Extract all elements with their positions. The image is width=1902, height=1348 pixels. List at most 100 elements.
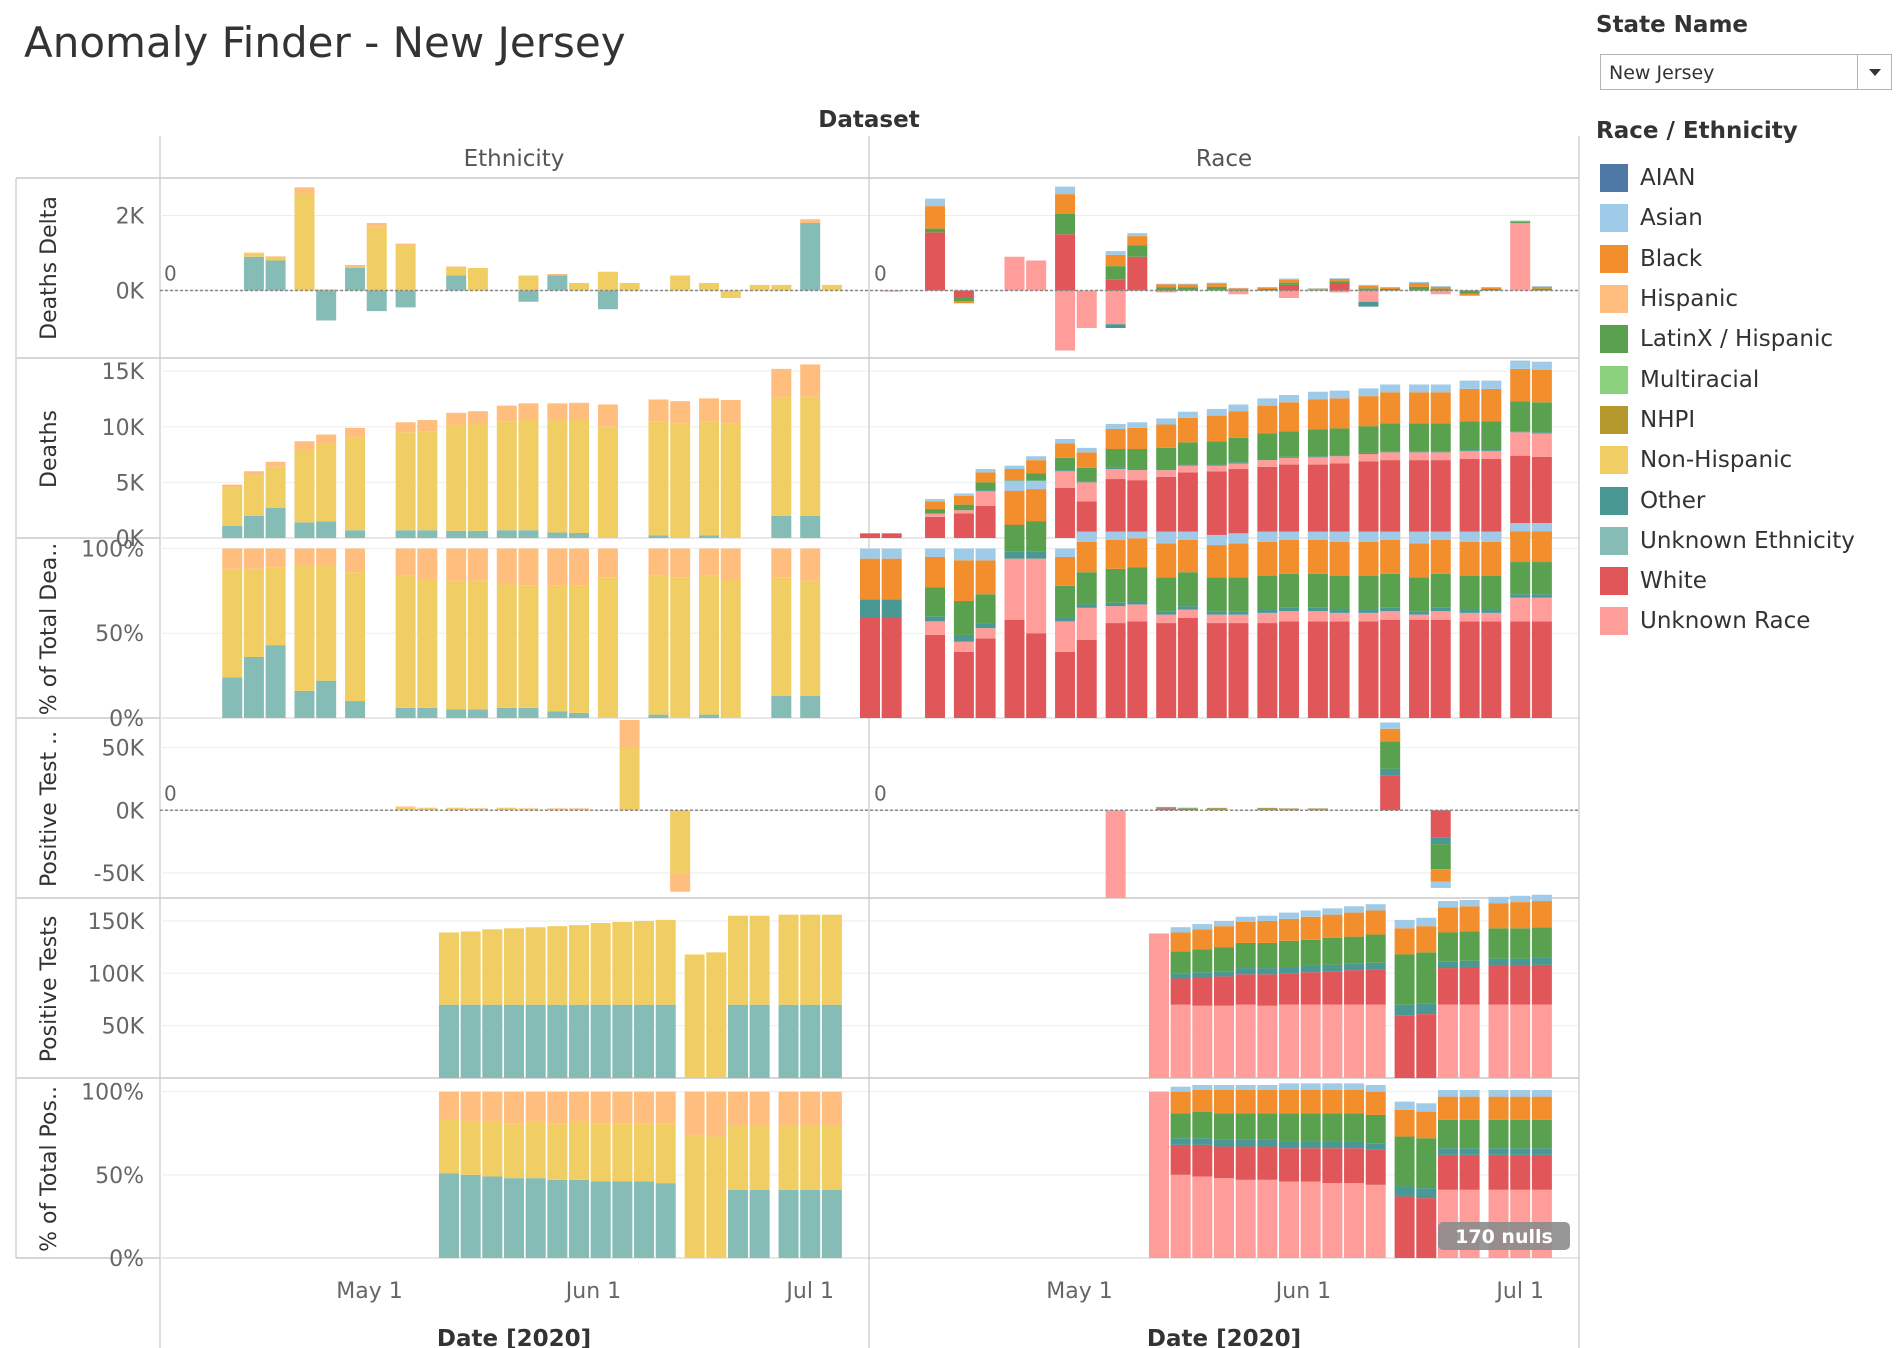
bar-segment <box>569 925 590 1005</box>
bar-segment <box>749 915 770 1005</box>
legend-item[interactable]: LatinX / Hispanic <box>1600 319 1855 359</box>
bar-segment <box>590 1091 611 1124</box>
bar-segment <box>1329 290 1350 293</box>
bar-segment <box>1365 1184 1386 1258</box>
y-tick-label: 0K <box>116 799 145 824</box>
bar-segment <box>438 1091 459 1120</box>
bar-segment <box>1459 612 1480 622</box>
bar-segment <box>860 558 880 600</box>
bar-segment <box>547 420 568 533</box>
bar-segment <box>1206 408 1227 416</box>
row-label: % of Total Pos.. <box>37 1086 62 1252</box>
bar-segment <box>1127 604 1148 622</box>
bar-segment <box>316 290 337 321</box>
bar-segment <box>1430 423 1451 452</box>
bar-segment <box>925 621 946 635</box>
bar-segment <box>1004 558 1025 620</box>
bar-segment <box>294 565 315 691</box>
bar-segment <box>345 437 366 531</box>
zero-label: 0 <box>874 781 887 805</box>
bar-segment <box>1510 531 1531 563</box>
bar-segment <box>417 431 438 531</box>
legend-item[interactable]: Unknown Race <box>1600 601 1855 641</box>
bar-segment <box>243 253 264 257</box>
legend-item[interactable]: Unknown Ethnicity <box>1600 521 1855 561</box>
bar-segment <box>1127 427 1148 449</box>
zero-label: 0 <box>164 262 177 286</box>
bar-segment <box>1430 540 1451 574</box>
bar-segment <box>1156 290 1177 293</box>
bar-segment <box>294 193 315 291</box>
bar-segment <box>1510 401 1531 432</box>
bar-segment <box>1430 531 1451 540</box>
bar-segment <box>1409 543 1430 578</box>
chevron-down-icon[interactable] <box>1857 55 1891 89</box>
bar-segment <box>1228 533 1249 544</box>
bar-segment <box>953 510 974 514</box>
bar-segment <box>1307 573 1328 608</box>
legend-item[interactable]: Non-Hispanic <box>1600 440 1855 480</box>
bar-segment <box>1257 433 1278 460</box>
bar-segment <box>1358 531 1379 542</box>
bar-segment <box>953 651 974 718</box>
bar-segment <box>1206 545 1227 578</box>
bar-segment <box>1329 541 1350 576</box>
bar-segment <box>417 530 438 538</box>
legend-item[interactable]: Black <box>1600 239 1855 279</box>
state-dropdown[interactable]: New Jersey <box>1600 54 1892 90</box>
bar-segment <box>612 1091 633 1124</box>
bar-segment <box>1177 284 1198 288</box>
bar-segment <box>1459 290 1480 294</box>
legend-item[interactable]: Multiracial <box>1600 359 1855 399</box>
bar-segment <box>1279 967 1300 974</box>
bar-segment <box>446 268 467 276</box>
null-badge-label: 170 nulls <box>1455 1226 1553 1248</box>
bar-segment <box>699 535 720 538</box>
bar-segment <box>316 548 337 566</box>
y-tick-label: 50% <box>95 1164 144 1189</box>
bar-segment <box>1481 531 1502 542</box>
bar-segment <box>1531 432 1552 434</box>
y-tick-label: 0% <box>109 1247 144 1272</box>
bar-segment <box>590 923 611 1005</box>
bar-segment <box>1459 451 1480 460</box>
bar-segment <box>1329 531 1350 542</box>
bar-segment <box>1055 457 1076 471</box>
legend-item[interactable]: AIAN <box>1600 158 1855 198</box>
bar-segment <box>504 1091 524 1124</box>
bar-segment <box>518 809 539 811</box>
bar-segment <box>771 695 792 718</box>
bar-segment <box>1430 451 1451 453</box>
legend-item[interactable]: NHPI <box>1600 400 1855 440</box>
legend-item[interactable]: Asian <box>1600 198 1855 238</box>
bar-segment <box>222 548 243 569</box>
legend-item[interactable]: White <box>1600 561 1855 601</box>
bar-segment <box>547 1123 568 1180</box>
bar-segment <box>1105 623 1126 718</box>
bar-segment <box>670 275 691 291</box>
bar-segment <box>1076 482 1097 502</box>
bar-segment <box>706 952 727 1078</box>
bar-segment <box>1055 194 1076 214</box>
bar-segment <box>467 580 488 710</box>
bar-segment <box>1279 1004 1300 1078</box>
legend-item[interactable]: Hispanic <box>1600 279 1855 319</box>
bar-segment <box>771 368 792 398</box>
bar-segment <box>395 245 416 291</box>
bar-segment <box>1156 418 1177 425</box>
bar-segment <box>316 565 337 681</box>
bar-segment <box>1394 1109 1415 1137</box>
bar-segment <box>1488 1004 1509 1078</box>
bar-segment <box>1430 286 1451 287</box>
bar-segment <box>1409 452 1430 461</box>
bar-segment <box>1105 606 1126 624</box>
bar-segment <box>1459 1119 1480 1149</box>
bar-segment <box>1279 1148 1300 1182</box>
legend-swatch <box>1600 164 1628 193</box>
bar-segment <box>1257 1139 1278 1147</box>
legend-item[interactable]: Other <box>1600 480 1855 520</box>
bar-segment <box>504 1123 524 1179</box>
bar-segment <box>1279 1089 1300 1114</box>
bar-segment <box>1300 910 1321 917</box>
legend-label: Multiracial <box>1640 366 1760 393</box>
